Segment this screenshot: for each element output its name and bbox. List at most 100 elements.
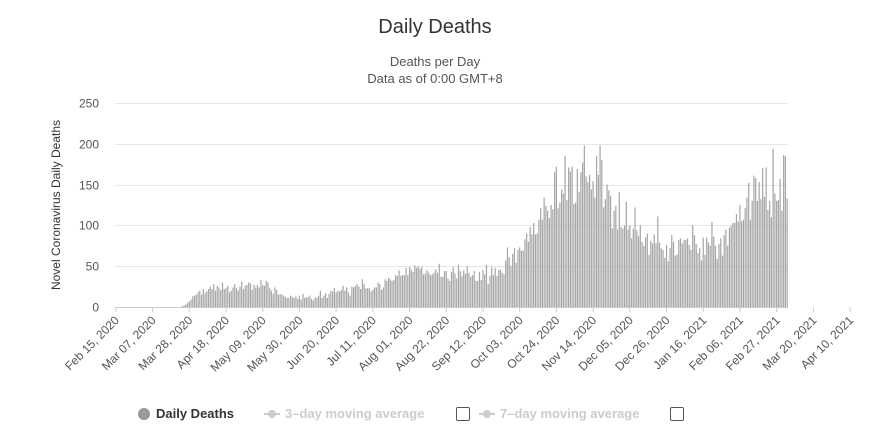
bar[interactable]: [541, 219, 544, 307]
bar[interactable]: [517, 249, 519, 307]
bar[interactable]: [192, 296, 194, 307]
bar[interactable]: [218, 287, 220, 307]
bar[interactable]: [384, 279, 386, 307]
bar[interactable]: [622, 228, 624, 307]
bar[interactable]: [688, 244, 690, 307]
bar[interactable]: [260, 280, 262, 307]
bar[interactable]: [693, 235, 696, 307]
bar[interactable]: [485, 264, 488, 307]
bar[interactable]: [498, 270, 500, 307]
bar[interactable]: [756, 200, 759, 307]
bar[interactable]: [777, 200, 779, 307]
bar[interactable]: [660, 248, 662, 307]
bar[interactable]: [415, 267, 418, 307]
bar[interactable]: [727, 245, 729, 307]
bar[interactable]: [354, 285, 356, 307]
bar[interactable]: [683, 240, 685, 307]
bar[interactable]: [742, 219, 745, 307]
bar[interactable]: [375, 287, 377, 307]
bar[interactable]: [298, 295, 301, 307]
bar[interactable]: [457, 264, 460, 307]
bar[interactable]: [407, 275, 409, 307]
bar[interactable]: [373, 287, 376, 307]
bar[interactable]: [263, 285, 266, 307]
bar[interactable]: [391, 280, 393, 307]
bar[interactable]: [211, 289, 213, 307]
bar[interactable]: [366, 288, 369, 307]
bar[interactable]: [442, 276, 444, 307]
bar[interactable]: [330, 290, 332, 307]
bar[interactable]: [225, 288, 227, 307]
bar[interactable]: [690, 249, 692, 307]
bar[interactable]: [276, 289, 278, 307]
bar[interactable]: [699, 248, 701, 307]
bar[interactable]: [449, 280, 451, 307]
bar[interactable]: [337, 290, 339, 307]
bar[interactable]: [637, 236, 640, 307]
bar[interactable]: [435, 269, 437, 307]
bar[interactable]: [786, 198, 788, 307]
bar[interactable]: [662, 249, 664, 307]
bar[interactable]: [323, 295, 325, 307]
bar[interactable]: [221, 282, 224, 307]
bar[interactable]: [658, 242, 661, 307]
bar[interactable]: [235, 288, 238, 307]
bar[interactable]: [566, 200, 568, 307]
bar[interactable]: [314, 297, 316, 307]
bar[interactable]: [387, 277, 390, 307]
bar[interactable]: [185, 304, 187, 307]
bar[interactable]: [735, 213, 738, 307]
bar[interactable]: [669, 248, 671, 307]
bar[interactable]: [244, 285, 246, 307]
bar[interactable]: [321, 298, 323, 307]
bar[interactable]: [202, 289, 204, 307]
bar[interactable]: [380, 289, 383, 307]
bar[interactable]: [241, 281, 243, 307]
bar[interactable]: [316, 298, 318, 307]
bar[interactable]: [543, 197, 545, 307]
bar[interactable]: [200, 294, 203, 307]
bar[interactable]: [389, 279, 391, 307]
bar[interactable]: [561, 189, 563, 308]
bar[interactable]: [657, 216, 659, 307]
bar[interactable]: [477, 280, 479, 307]
bar[interactable]: [475, 280, 477, 307]
bar[interactable]: [667, 261, 669, 307]
bar[interactable]: [732, 222, 734, 307]
bar[interactable]: [456, 278, 458, 307]
bar[interactable]: [781, 210, 783, 307]
bar[interactable]: [634, 207, 636, 307]
bar[interactable]: [704, 254, 706, 307]
bar[interactable]: [403, 275, 405, 307]
bar[interactable]: [641, 241, 643, 307]
bar[interactable]: [274, 287, 276, 307]
bar[interactable]: [526, 233, 528, 307]
bar[interactable]: [358, 286, 360, 307]
bar[interactable]: [499, 269, 502, 307]
bar[interactable]: [739, 205, 741, 307]
bar[interactable]: [644, 237, 647, 307]
bar[interactable]: [519, 247, 521, 307]
bar[interactable]: [536, 233, 538, 307]
bar[interactable]: [438, 263, 440, 307]
bar[interactable]: [650, 240, 652, 307]
bar[interactable]: [463, 270, 465, 307]
bar[interactable]: [714, 245, 717, 307]
bar[interactable]: [216, 285, 218, 307]
bar[interactable]: [601, 160, 603, 307]
bar[interactable]: [686, 238, 689, 307]
bar[interactable]: [639, 225, 641, 307]
bar[interactable]: [307, 297, 309, 307]
bar[interactable]: [630, 238, 633, 307]
bar[interactable]: [697, 253, 699, 307]
bar[interactable]: [564, 156, 566, 307]
bar[interactable]: [679, 238, 682, 307]
bar[interactable]: [396, 275, 398, 307]
bar[interactable]: [412, 271, 414, 307]
bar[interactable]: [651, 243, 654, 307]
bar[interactable]: [258, 287, 260, 307]
bar[interactable]: [550, 205, 552, 307]
bar[interactable]: [454, 273, 456, 307]
bar[interactable]: [595, 156, 598, 307]
bar[interactable]: [608, 190, 610, 307]
